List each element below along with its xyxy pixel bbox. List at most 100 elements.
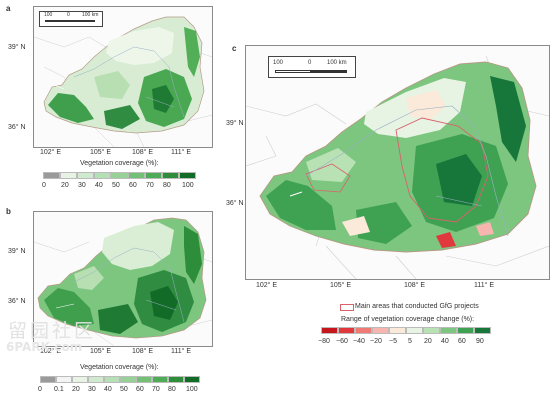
legend-c-tick: −80 — [318, 338, 330, 345]
map-a-graphic — [34, 16, 212, 147]
legend-c-tick: 20 — [424, 338, 432, 345]
map-c-graphic — [246, 55, 549, 279]
map-b-lat-36: 36° N — [8, 298, 26, 305]
gfg-legend-label: Main areas that conducted GfG projects — [355, 303, 479, 310]
legend-c-swatch — [355, 327, 372, 334]
map-a-lat-36: 36° N — [8, 124, 26, 131]
legend-b-tick: 70 — [152, 386, 160, 393]
legend-b-tick: 0 — [38, 386, 42, 393]
legend-c-tick: −20 — [370, 338, 382, 345]
scale-bar-a: 100 0 100 km — [39, 11, 103, 27]
legend-c-swatch — [406, 327, 423, 334]
map-a-lon-108: 108° E — [132, 149, 154, 156]
legend-c-swatch — [440, 327, 457, 334]
legend-a-tick: 40 — [95, 182, 103, 189]
map-a-lon-102: 102° E — [40, 149, 62, 156]
map-a: 100 0 100 km — [33, 6, 213, 148]
legend-a-swatch — [162, 172, 179, 179]
legend-a-swatch — [94, 172, 111, 179]
legend-a-swatch — [128, 172, 145, 179]
legend-a-tick: 80 — [163, 182, 171, 189]
map-c-lon-111: 111° E — [474, 282, 495, 289]
map-a-lat-39: 39° N — [8, 44, 26, 51]
scale-a-0: 0 — [67, 12, 70, 18]
map-a-lon-105: 105° E — [90, 149, 112, 156]
legend-a-title: Vegetation coverage (%): — [80, 160, 159, 167]
map-b-lon-111: 111° E — [171, 348, 192, 355]
map-c-lon-102: 102° E — [256, 282, 278, 289]
legend-a-tick: 60 — [129, 182, 137, 189]
scale-c-0: 0 — [308, 60, 312, 66]
scale-a-100km: 100 km — [82, 12, 99, 18]
legend-b-tick: 40 — [104, 386, 112, 393]
legend-b-swatch — [136, 376, 152, 383]
legend-c-tick: 40 — [441, 338, 449, 345]
legend-c-swatch — [338, 327, 355, 334]
panel-b-label: b — [6, 207, 11, 216]
legend-a-tick: 30 — [78, 182, 86, 189]
legend-b-swatch — [168, 376, 184, 383]
map-b-graphic — [34, 217, 212, 346]
legend-b-tick: 50 — [120, 386, 128, 393]
legend-b-swatch — [56, 376, 72, 383]
map-b — [33, 211, 213, 347]
legend-a-swatch — [60, 172, 77, 179]
legend-c-swatch — [389, 327, 406, 334]
legend-a-swatch — [145, 172, 162, 179]
legend-b-swatch — [184, 376, 200, 383]
legend-c-tick: −5 — [389, 338, 397, 345]
legend-c-tick: 5 — [408, 338, 412, 345]
map-c-lon-108: 108° E — [404, 282, 426, 289]
legend-b-swatch — [72, 376, 88, 383]
legend-c-tick: 60 — [458, 338, 466, 345]
legend-c-title: Range of vegetation coverage change (%): — [341, 316, 475, 323]
legend-b-tick: 80 — [168, 386, 176, 393]
legend-b-tick: 100 — [186, 386, 198, 393]
map-c: 100 0 100 km — [245, 45, 550, 280]
legend-c-swatch — [321, 327, 338, 334]
legend-c-tick: −60 — [336, 338, 348, 345]
map-b-lon-105: 105° E — [90, 348, 112, 355]
panel-a-label: a — [6, 4, 11, 13]
legend-b-swatch — [152, 376, 168, 383]
legend-a-tick: 100 — [182, 182, 194, 189]
legend-a-swatch — [77, 172, 94, 179]
watermark-site: 6PARK.com — [6, 340, 83, 354]
legend-c-swatch — [474, 327, 491, 334]
legend-b-tick: 20 — [72, 386, 80, 393]
scale-a-100: 100 — [44, 12, 53, 18]
legend-a-swatch — [179, 172, 196, 179]
map-b-lon-108: 108° E — [132, 348, 154, 355]
legend-a-tick: 0 — [42, 182, 46, 189]
scale-c-100km: 100 km — [327, 60, 347, 66]
map-b-lat-39: 39° N — [8, 248, 26, 255]
legend-c-swatch — [457, 327, 474, 334]
legend-a-swatch — [111, 172, 128, 179]
legend-b-swatch — [104, 376, 120, 383]
legend-a-tick: 50 — [112, 182, 120, 189]
panel-c-label: c — [232, 44, 237, 53]
map-c-lat-36: 36° N — [226, 200, 244, 207]
map-c-lon-105: 105° E — [330, 282, 352, 289]
map-a-lon-111: 111° E — [171, 149, 192, 156]
map-b-lon-102: 102° E — [40, 348, 62, 355]
legend-b-tick: 0.1 — [54, 386, 64, 393]
legend-b-tick: 30 — [88, 386, 96, 393]
legend-c-tick: −40 — [353, 338, 365, 345]
legend-b-swatch — [120, 376, 136, 383]
map-c-lat-39: 39° N — [226, 120, 244, 127]
legend-c-swatch — [372, 327, 389, 334]
gfg-legend-swatch — [340, 304, 354, 311]
legend-b-swatch — [40, 376, 56, 383]
watermark-chinese: 留园社区 — [8, 320, 97, 342]
gfg-area — [395, 117, 489, 223]
legend-a-swatch — [43, 172, 60, 179]
scale-c-100: 100 — [273, 60, 284, 66]
legend-a-tick: 20 — [61, 182, 69, 189]
legend-b-swatch — [88, 376, 104, 383]
legend-b-title: Vegetation coverage (%): — [80, 364, 159, 371]
legend-b-tick: 60 — [136, 386, 144, 393]
legend-c-tick: 90 — [476, 338, 484, 345]
scale-bar-c: 100 0 100 km — [268, 56, 356, 78]
